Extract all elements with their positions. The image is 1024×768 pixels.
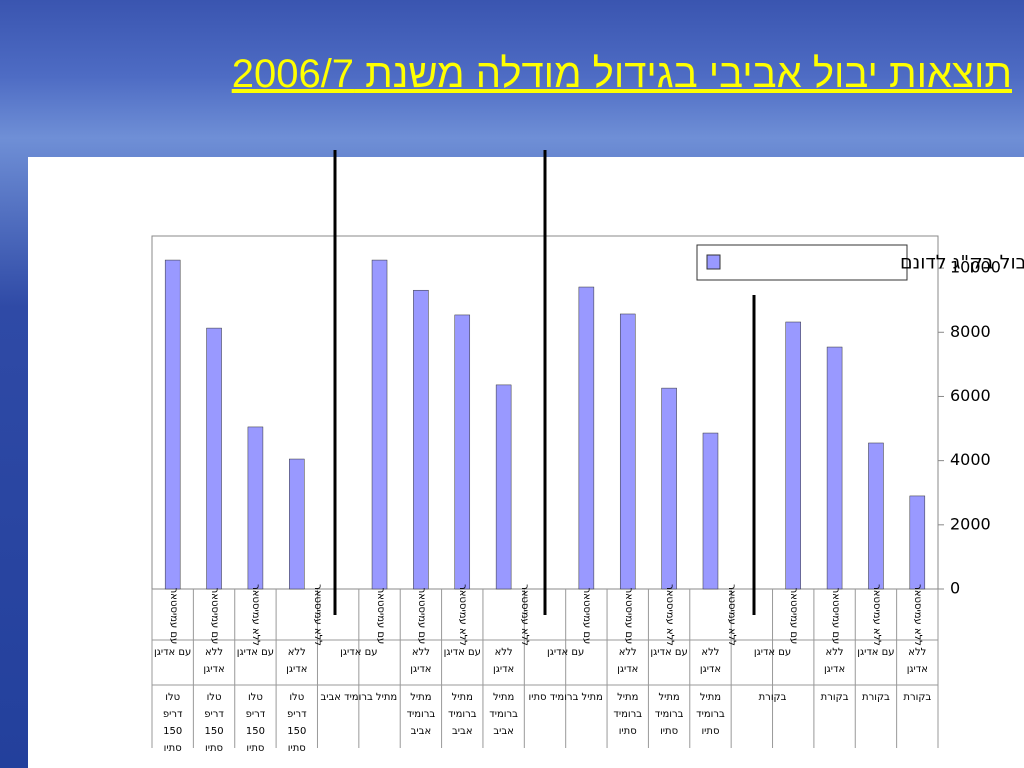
category-label: עם עמיסטאר [209, 587, 221, 645]
category-label: עם אדיגן [857, 647, 895, 658]
category-label: מתיל ברומיד סתיו [696, 692, 725, 737]
category-label: עם עמיסטאר [788, 587, 800, 645]
category-label: בקורת [758, 692, 787, 703]
category-label: עם עמיסטאר [415, 587, 427, 645]
legend-label: יבול בק"ג לדונם [900, 252, 1024, 274]
bar [619, 313, 636, 590]
category-label: ללא אדיגן [410, 647, 432, 675]
bar [206, 327, 222, 590]
y-tick-label: 10000 [950, 258, 1001, 277]
slide-title: תוצאות יבול אביבי בגידול מודלה משנת 2006… [231, 52, 1012, 96]
category-label: בקורת [820, 692, 849, 703]
y-tick-label: 2000 [950, 514, 991, 533]
category-label: ללא עמיסטאר [312, 584, 324, 646]
category-label: עם עמיסטאר [374, 587, 386, 645]
category-label: מתיל ברומיד אביב [320, 692, 398, 703]
category-label: עם עמיסטאר [829, 587, 841, 645]
bar [702, 432, 719, 590]
category-label: ללא עמיסטאר [912, 584, 924, 646]
category-label: עם אדיגן [753, 647, 792, 658]
category-label: עם אדיגן [154, 647, 192, 658]
category-label: טלו דריפ 150 סתיו [204, 692, 224, 754]
category-label: ללא אדיגן [617, 647, 639, 675]
category-label: ללא אדיגן [906, 647, 928, 675]
bar [661, 387, 677, 590]
category-label: עם אדיגן [340, 647, 378, 658]
category-label: עם אדיגן [547, 647, 585, 658]
bar [578, 286, 595, 590]
category-label: ללא אדיגן [203, 647, 225, 675]
category-label: עם אדיגן [236, 647, 275, 658]
bar [785, 321, 801, 590]
category-label: ללא עמיסטאר [250, 584, 262, 646]
bar [454, 314, 471, 590]
bar [247, 426, 264, 590]
bar [826, 346, 843, 590]
category-label: ללא אדיגן [699, 647, 722, 675]
category-label: טלו דריפ 150 סתיו [162, 692, 183, 754]
category-label: עם עמיסטאר [581, 587, 593, 645]
category-label: ללא עמיסטאר [726, 584, 738, 646]
category-label: מתיל ברומיד אביב [406, 692, 436, 737]
category-label: ללא אדיגן [286, 647, 308, 675]
bar [413, 289, 429, 590]
bar [371, 259, 388, 590]
bar [868, 442, 884, 590]
category-label: בקורת [903, 692, 932, 703]
y-tick-label: 0 [950, 579, 960, 598]
bar [495, 384, 512, 590]
bar [289, 458, 305, 590]
category-label: מתיל ברומיד סתיו [528, 692, 603, 703]
category-label: מתיל ברומיד אביב [489, 692, 518, 737]
bar [909, 495, 926, 590]
category-label: ללא עמיסטאר [457, 584, 469, 646]
y-tick-label: 4000 [950, 450, 991, 469]
category-label: מתיל ברומיד אביב [447, 692, 477, 737]
y-tick-label: 8000 [950, 322, 991, 341]
bar [164, 259, 181, 590]
category-label: ללא עמיסטאר [664, 584, 676, 646]
category-label: מתיל ברומיד סתיו [613, 692, 643, 737]
category-label: ללא אדיגן [823, 647, 846, 675]
category-label: עם עמיסטאר [622, 587, 634, 645]
category-label: ללא אדיגן [493, 647, 515, 675]
category-label: טלו דריפ 150 סתיו [245, 692, 266, 754]
legend-box [696, 244, 908, 281]
category-label: בקורת [862, 692, 890, 703]
category-label: טלו דריפ 150 סתיו [286, 692, 307, 754]
category-label: ללא עמיסטאר [870, 584, 882, 646]
category-label: עם אדיגן [443, 647, 481, 658]
y-tick-label: 6000 [950, 386, 991, 405]
category-label: מתיל ברומיד סתיו [654, 692, 684, 737]
category-label: ללא עמיסטאר [519, 584, 531, 646]
category-label: עם עמיסטאר [167, 587, 179, 645]
category-label: עם אדיגן [650, 647, 688, 658]
legend-swatch [706, 254, 721, 270]
